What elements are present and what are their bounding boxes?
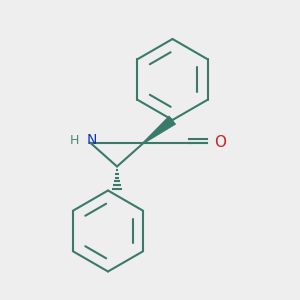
Text: O: O (214, 135, 226, 150)
Text: H: H (70, 134, 80, 147)
Text: N: N (87, 133, 98, 147)
Polygon shape (143, 116, 176, 143)
